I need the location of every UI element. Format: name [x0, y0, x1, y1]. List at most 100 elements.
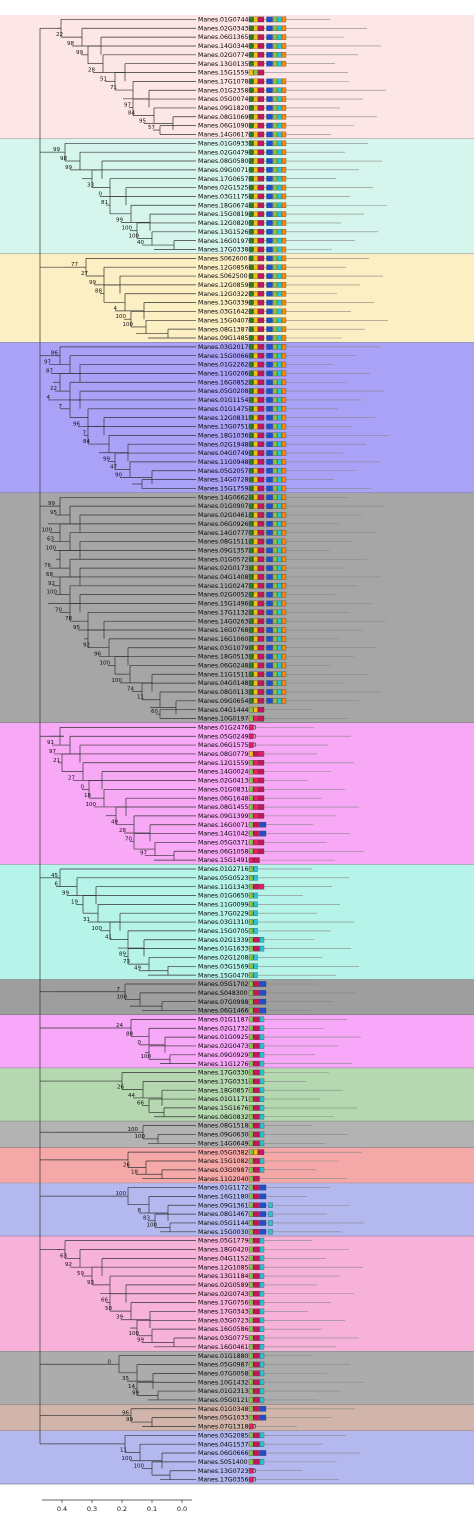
- motif-box: [257, 397, 265, 403]
- bootstrap-label: 92: [48, 581, 55, 587]
- motif-box: [248, 954, 254, 961]
- motif-box: [277, 273, 282, 279]
- gene-label: Manes.03G201700: [198, 344, 256, 351]
- motif-box: [248, 760, 254, 766]
- motif-box: [248, 308, 254, 315]
- motif-box: [248, 857, 254, 863]
- motif-box: [281, 423, 287, 430]
- gene-label: Manes.01G231300: [198, 1388, 256, 1395]
- motif-box: [253, 397, 258, 403]
- motif-box: [248, 282, 254, 288]
- motif-box: [277, 291, 282, 297]
- motif-box: [253, 751, 260, 757]
- motif-box: [277, 521, 282, 527]
- bootstrap-label: 26: [123, 1163, 130, 1169]
- motif-box: [266, 220, 273, 226]
- motif-box: [259, 1255, 265, 1262]
- motif-box: [253, 211, 258, 217]
- motif-box: [272, 591, 278, 598]
- motif-box: [259, 1308, 265, 1315]
- motif-box: [266, 317, 273, 324]
- motif-box: [277, 122, 282, 129]
- motif-box: [248, 1069, 254, 1076]
- motif-box: [257, 291, 265, 297]
- motif-box: [253, 1344, 260, 1350]
- motif-box: [277, 698, 282, 704]
- gene-label: Manes.02G120800: [198, 955, 256, 962]
- motif-box: [248, 78, 254, 85]
- gene-label: Manes.17G033000: [198, 1070, 256, 1077]
- motif-box: [253, 1237, 260, 1244]
- bootstrap-label: 76: [44, 563, 51, 569]
- bootstrap-label: 78: [65, 616, 72, 622]
- gene-label: Manes.03G164200: [198, 309, 256, 316]
- motif-box: [253, 450, 258, 456]
- motif-box: [266, 671, 273, 678]
- gene-label: Manes.05G007400: [198, 96, 256, 103]
- motif-box: [253, 636, 258, 642]
- motif-box: [266, 644, 273, 651]
- motif-box: [248, 370, 254, 377]
- motif-box: [253, 512, 258, 518]
- motif-box: [257, 299, 265, 306]
- motif-box: [272, 653, 278, 660]
- motif-box: [257, 521, 265, 527]
- motif-box: [248, 1299, 254, 1306]
- motif-box: [248, 476, 254, 483]
- motif-box: [257, 715, 265, 722]
- motif-box: [248, 636, 254, 642]
- motif-box: [257, 175, 265, 182]
- motif-box: [248, 255, 254, 262]
- motif-box: [281, 255, 287, 262]
- gene-label: Manes.11G151100: [198, 671, 256, 678]
- motif-box: [266, 43, 273, 49]
- gene-label: Manes.01G117200: [198, 1185, 256, 1192]
- gene-label: Manes.14G002400: [198, 769, 256, 776]
- motif-box: [248, 1379, 254, 1385]
- motif-box: [248, 352, 254, 359]
- motif-box: [248, 149, 254, 155]
- motif-box: [248, 1370, 254, 1377]
- motif-box: [257, 406, 265, 412]
- motif-box: [272, 43, 278, 49]
- gene-label: Manes.01G034800: [198, 1406, 256, 1413]
- motif-box: [253, 910, 258, 916]
- motif-box: [248, 1441, 254, 1447]
- gene-label: Manes.09G139900: [198, 813, 256, 820]
- motif-box: [248, 1052, 254, 1058]
- motif-box: [253, 892, 258, 899]
- motif-box: [248, 1317, 254, 1324]
- motif-box: [248, 1016, 254, 1023]
- bootstrap-label: 100: [116, 1191, 127, 1197]
- motif-box: [281, 246, 287, 253]
- motif-box: [248, 1184, 254, 1191]
- gene-label: Manes.09G063000: [198, 1132, 256, 1139]
- bootstrap-label: 93: [87, 1280, 94, 1286]
- motif-box: [259, 1282, 265, 1288]
- motif-box: [272, 423, 278, 430]
- motif-box: [266, 476, 273, 483]
- motif-box: [257, 423, 265, 430]
- motif-box: [248, 1246, 254, 1253]
- motif-box: [253, 1087, 260, 1093]
- scale-tick-label: 0.3: [87, 1505, 97, 1513]
- motif-box: [259, 1202, 267, 1208]
- gene-label: Manes.03G156900: [198, 963, 256, 970]
- motif-box: [248, 945, 254, 952]
- motif-box: [281, 25, 287, 32]
- scale-tick-label: 0.1: [147, 1505, 157, 1513]
- motif-box: [248, 928, 254, 934]
- bootstrap-label: 18: [84, 793, 91, 799]
- motif-box: [281, 361, 287, 368]
- motif-box: [257, 653, 265, 660]
- clade-band: [0, 1430, 474, 1484]
- motif-box: [281, 291, 287, 297]
- bootstrap-label: 100: [100, 660, 111, 666]
- motif-box: [259, 821, 267, 828]
- gene-label: Manes.17G065700: [198, 176, 256, 183]
- bootstrap-label: 100: [86, 802, 97, 808]
- motif-box: [281, 529, 287, 536]
- clade-band: [0, 1121, 474, 1148]
- motif-box: [277, 406, 282, 412]
- motif-box: [257, 432, 265, 439]
